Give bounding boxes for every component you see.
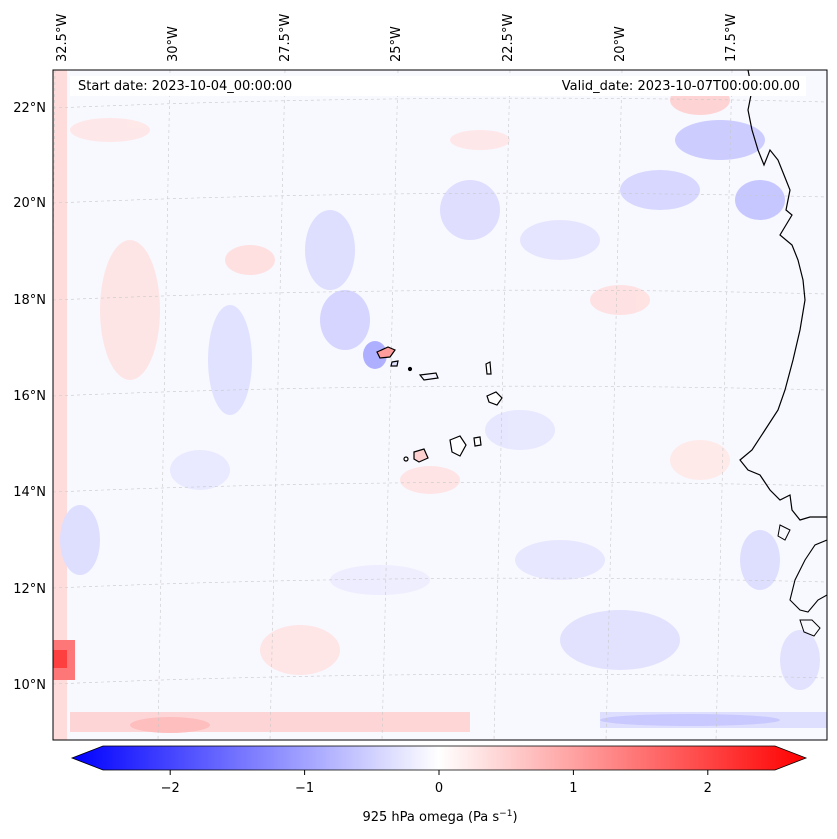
- lon-label: 17.5°W: [724, 14, 739, 62]
- omega-field: [53, 70, 827, 740]
- longitude-labels: 32.5°W 30°W 27.5°W 25°W 22.5°W 20°W 17.5…: [55, 14, 739, 62]
- lon-label: 30°W: [166, 26, 181, 62]
- map-frame: [52, 69, 828, 741]
- colorbar-tick-label: −1: [295, 781, 314, 796]
- africa-coastline: [739, 70, 827, 521]
- lat-label: 10°N: [13, 678, 46, 693]
- lon-label: 25°W: [389, 26, 404, 62]
- map-panel: Start date: 2023-10-04_00:00:00 Valid_da…: [53, 70, 827, 740]
- lat-label: 16°N: [13, 389, 46, 404]
- colorbar: −2 −1 0 1 2 925 hPa omega (Pa s−1): [70, 745, 808, 825]
- latitude-labels: 22°N 20°N 18°N 16°N 14°N 12°N 10°N: [13, 101, 46, 693]
- lon-label: 20°W: [613, 26, 628, 62]
- lat-label: 12°N: [13, 582, 46, 597]
- colorbar-tick-label: −2: [161, 781, 180, 796]
- lon-label: 32.5°W: [55, 14, 70, 62]
- colorbar-tick-label: 1: [569, 781, 577, 796]
- lat-label: 14°N: [13, 485, 46, 500]
- lat-label: 20°N: [13, 196, 46, 211]
- lat-label: 22°N: [13, 101, 46, 116]
- valid-date: Valid_date: 2023-10-07T00:00:00.00: [562, 79, 800, 94]
- colorbar-tick-label: 2: [704, 781, 712, 796]
- lat-label: 18°N: [13, 293, 46, 308]
- date-strip: [70, 76, 806, 96]
- colorbar-label: 925 hPa omega (Pa s−1): [362, 809, 517, 825]
- start-date: Start date: 2023-10-04_00:00:00: [78, 79, 292, 94]
- guinea-coastline: [789, 539, 827, 613]
- graticule: [53, 70, 827, 740]
- lon-label: 27.5°W: [278, 14, 293, 62]
- colorbar-ticks: −2 −1 0 1 2: [161, 770, 712, 796]
- lon-label: 22.5°W: [501, 14, 516, 62]
- map-background: [53, 70, 827, 740]
- colorbar-bar: [70, 745, 808, 771]
- cape-verde-islands: [376, 346, 503, 463]
- colorbar-tick-label: 0: [435, 781, 443, 796]
